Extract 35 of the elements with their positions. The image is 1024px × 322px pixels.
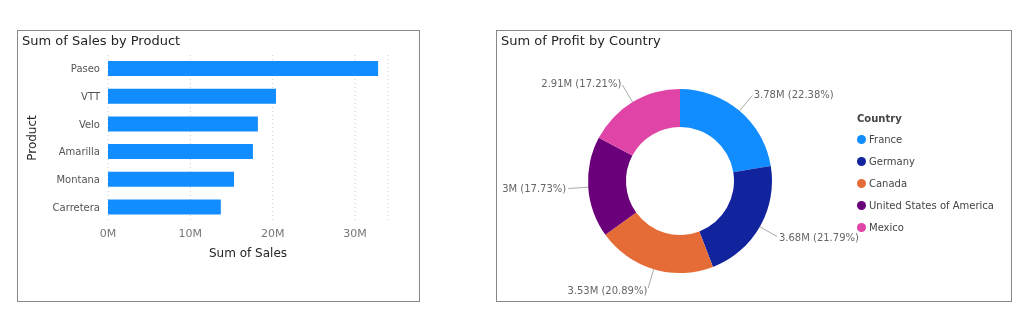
y-tick-label: VTT xyxy=(81,91,101,103)
y-tick-label: Carretera xyxy=(52,201,100,213)
legend-label: Mexico xyxy=(868,220,905,235)
y-axis-title: Product xyxy=(25,114,40,161)
data-label: 2.91M (17.21%) xyxy=(541,77,622,89)
legend-label: United States of America xyxy=(868,198,994,213)
x-tick-label: 10M xyxy=(178,226,203,240)
data-label: 3.53M (20.89%) xyxy=(567,284,648,296)
x-tick-label: 0M xyxy=(99,226,117,240)
data-label: 3M (17.73%) xyxy=(502,183,567,195)
bar xyxy=(108,116,258,132)
chart-title: Sum of Sales by Product xyxy=(22,33,181,48)
donut-slice xyxy=(605,212,713,273)
bar xyxy=(108,144,253,160)
x-axis-title: Sum of Sales xyxy=(208,246,288,260)
data-label: 3.78M (22.38%) xyxy=(753,88,834,100)
legend-label: Germany xyxy=(868,154,916,169)
donut-slice xyxy=(699,165,772,267)
legend-label: Canada xyxy=(868,176,909,191)
donut-slice xyxy=(588,137,637,235)
legend-title: Country xyxy=(857,113,903,124)
donut-slice xyxy=(598,89,680,156)
y-tick-label: Montana xyxy=(56,174,100,186)
x-tick-label: 30M xyxy=(343,226,367,240)
bar xyxy=(108,199,221,215)
y-tick-label: Paseo xyxy=(70,63,100,75)
x-tick-label: 20M xyxy=(260,226,285,240)
bar xyxy=(108,88,276,104)
chart-title: Sum of Profit by Country xyxy=(501,33,661,48)
legend-label: France xyxy=(868,132,904,147)
y-tick-label: Amarilla xyxy=(58,146,100,158)
bar xyxy=(108,61,379,77)
y-tick-label: Velo xyxy=(78,118,100,130)
bar xyxy=(108,171,234,187)
data-label: 3.68M (21.79%) xyxy=(778,232,860,244)
